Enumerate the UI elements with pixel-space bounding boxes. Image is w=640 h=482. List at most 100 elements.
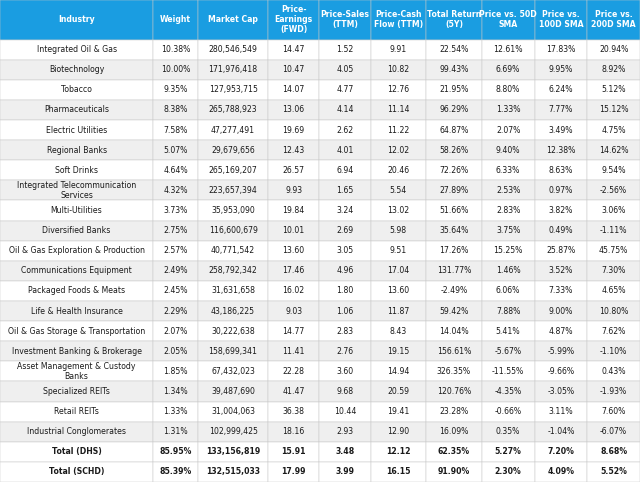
Text: 9.03: 9.03: [285, 307, 302, 316]
Text: 36.38: 36.38: [283, 407, 305, 416]
Bar: [198, 362, 268, 381]
Bar: [268, 120, 319, 140]
Text: 3.75%: 3.75%: [496, 226, 520, 235]
Bar: [426, 321, 482, 341]
Text: 5.12%: 5.12%: [602, 85, 626, 94]
Text: 2.69: 2.69: [337, 226, 353, 235]
Text: 12.90: 12.90: [387, 427, 410, 436]
Bar: [482, 100, 534, 120]
Bar: [482, 301, 534, 321]
Text: 16.09%: 16.09%: [439, 427, 468, 436]
Bar: [426, 241, 482, 261]
Bar: [319, 0, 371, 40]
Text: 40,771,542: 40,771,542: [211, 246, 255, 255]
Text: 21.95%: 21.95%: [439, 85, 468, 94]
Bar: [153, 40, 198, 60]
Text: 2.62: 2.62: [337, 125, 353, 134]
Text: 12.61%: 12.61%: [493, 45, 523, 54]
Text: 8.38%: 8.38%: [163, 106, 188, 114]
Text: 2.83: 2.83: [337, 327, 353, 335]
Text: 6.94: 6.94: [336, 166, 353, 175]
Bar: [319, 201, 371, 221]
Text: -1.04%: -1.04%: [547, 427, 575, 436]
Bar: [198, 402, 268, 422]
Bar: [0, 362, 153, 381]
Bar: [0, 221, 153, 241]
Text: 7.30%: 7.30%: [602, 267, 626, 275]
Bar: [588, 362, 640, 381]
Bar: [426, 381, 482, 402]
Bar: [198, 341, 268, 362]
Bar: [198, 100, 268, 120]
Text: 19.41: 19.41: [387, 407, 410, 416]
Text: 3.06%: 3.06%: [602, 206, 626, 215]
Text: 22.54%: 22.54%: [439, 45, 468, 54]
Bar: [198, 301, 268, 321]
Bar: [319, 120, 371, 140]
Text: 27.89%: 27.89%: [440, 186, 468, 195]
Bar: [588, 100, 640, 120]
Text: 59.42%: 59.42%: [439, 307, 468, 316]
Bar: [0, 442, 153, 462]
Bar: [426, 40, 482, 60]
Bar: [534, 100, 588, 120]
Text: 35,953,090: 35,953,090: [211, 206, 255, 215]
Text: 14.47: 14.47: [282, 45, 305, 54]
Text: 156.61%: 156.61%: [436, 347, 471, 356]
Text: 14.04%: 14.04%: [439, 327, 468, 335]
Text: 4.01: 4.01: [336, 146, 354, 155]
Bar: [198, 241, 268, 261]
Bar: [371, 422, 426, 442]
Bar: [588, 301, 640, 321]
Bar: [268, 462, 319, 482]
Text: 9.00%: 9.00%: [548, 307, 573, 316]
Bar: [153, 402, 198, 422]
Bar: [268, 442, 319, 462]
Bar: [588, 442, 640, 462]
Bar: [0, 381, 153, 402]
Text: Price-Sales
(TTM): Price-Sales (TTM): [321, 10, 369, 29]
Bar: [0, 261, 153, 281]
Text: 3.99: 3.99: [335, 468, 355, 476]
Text: 2.07%: 2.07%: [496, 125, 520, 134]
Text: Communications Equipment: Communications Equipment: [21, 267, 132, 275]
Bar: [371, 402, 426, 422]
Bar: [371, 160, 426, 180]
Text: 99.43%: 99.43%: [439, 65, 468, 74]
Text: Industrial Conglomerates: Industrial Conglomerates: [27, 427, 126, 436]
Bar: [198, 80, 268, 100]
Bar: [268, 40, 319, 60]
Text: 4.05: 4.05: [336, 65, 353, 74]
Text: Packaged Foods & Meats: Packaged Foods & Meats: [28, 286, 125, 295]
Bar: [319, 140, 371, 160]
Text: 91.90%: 91.90%: [438, 468, 470, 476]
Bar: [198, 140, 268, 160]
Bar: [588, 341, 640, 362]
Text: 4.14: 4.14: [336, 106, 354, 114]
Bar: [198, 60, 268, 80]
Text: 4.75%: 4.75%: [602, 125, 626, 134]
Text: 258,792,342: 258,792,342: [209, 267, 257, 275]
Text: Tobacco: Tobacco: [61, 85, 92, 94]
Text: -5.67%: -5.67%: [495, 347, 522, 356]
Text: Oil & Gas Storage & Transportation: Oil & Gas Storage & Transportation: [8, 327, 145, 335]
Bar: [482, 0, 534, 40]
Bar: [371, 241, 426, 261]
Text: -4.35%: -4.35%: [495, 387, 522, 396]
Bar: [371, 462, 426, 482]
Text: Total (SCHD): Total (SCHD): [49, 468, 104, 476]
Text: 20.46: 20.46: [387, 166, 410, 175]
Bar: [534, 301, 588, 321]
Text: 9.68: 9.68: [337, 387, 353, 396]
Bar: [482, 201, 534, 221]
Bar: [319, 221, 371, 241]
Bar: [319, 80, 371, 100]
Text: 1.85%: 1.85%: [163, 367, 188, 376]
Bar: [482, 321, 534, 341]
Text: 10.82: 10.82: [387, 65, 410, 74]
Bar: [371, 80, 426, 100]
Bar: [319, 402, 371, 422]
Text: 18.16: 18.16: [282, 427, 305, 436]
Bar: [319, 341, 371, 362]
Bar: [0, 201, 153, 221]
